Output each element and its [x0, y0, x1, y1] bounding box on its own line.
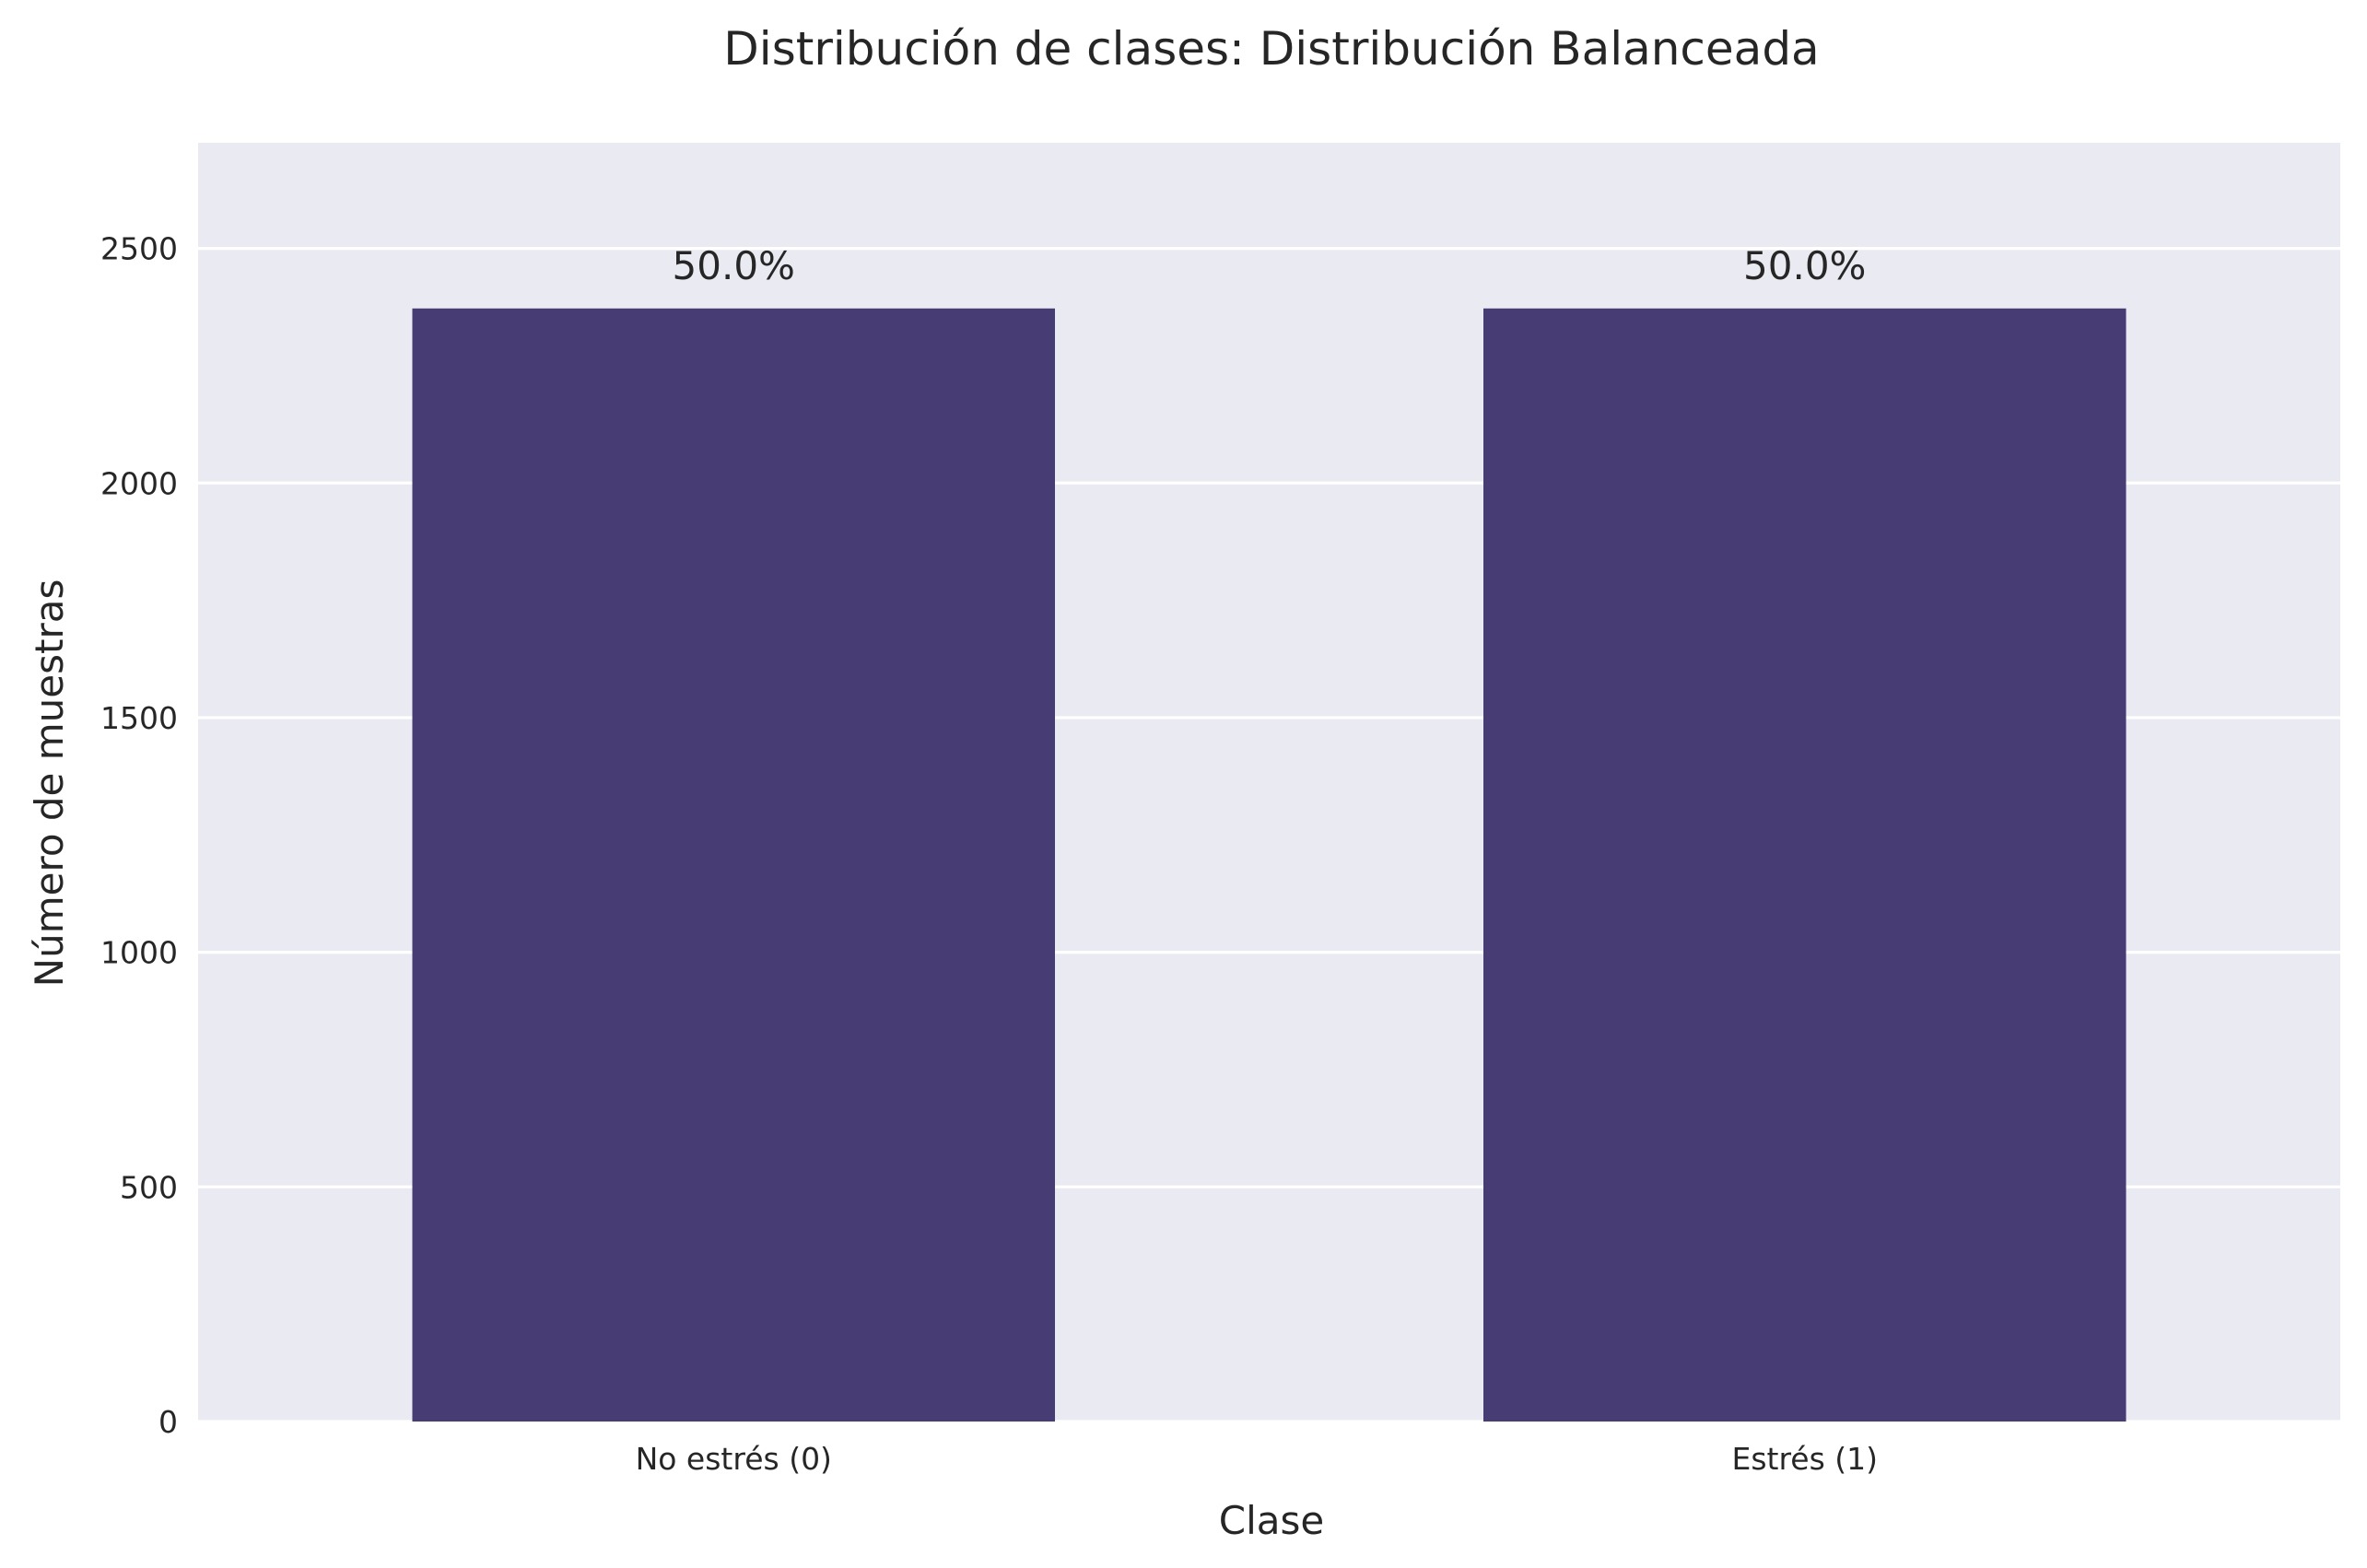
bar [412, 308, 1055, 1422]
chart-title: Distribución de clases: Distribución Bal… [723, 22, 1819, 76]
x-axis-ticks: No estrés (0) Estrés (1) [636, 1441, 1878, 1477]
x-tick-label: Estrés (1) [1731, 1441, 1878, 1477]
y-tick-label: 0 [158, 1404, 178, 1440]
y-axis-label: Número de muestras [27, 579, 72, 988]
data-labels: 50.0% 50.0% [673, 243, 1867, 288]
y-tick-label: 1000 [100, 935, 178, 971]
bars [412, 308, 2127, 1422]
bar-data-label: 50.0% [1743, 243, 1866, 288]
x-axis-label: Clase [1219, 1498, 1324, 1543]
x-tick-label: No estrés (0) [636, 1441, 832, 1477]
bar [1483, 308, 2127, 1422]
y-tick-label: 2500 [100, 231, 178, 267]
y-tick-label: 500 [120, 1169, 178, 1205]
y-tick-label: 1500 [100, 700, 178, 736]
y-tick-label: 2000 [100, 465, 178, 501]
bar-data-label: 50.0% [673, 243, 795, 288]
y-axis-ticks: 0 500 1000 1500 2000 2500 [100, 231, 178, 1440]
